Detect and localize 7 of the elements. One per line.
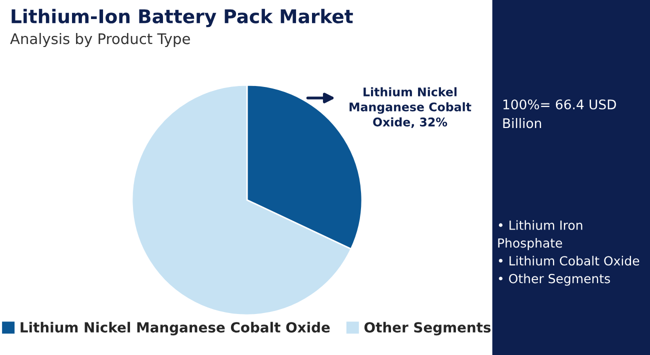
legend-label: Other Segments bbox=[364, 322, 491, 336]
legend-label: Lithium Nickel Manganese Cobalt Oxide bbox=[20, 322, 330, 336]
chart-subtitle: Analysis by Product Type bbox=[10, 32, 190, 48]
text: • Lithium Iron Phosphate • Lithium Cobalt Oxide • Other Segments bbox=[498, 220, 640, 286]
text: 100%= 66.4 USD Billion bbox=[503, 99, 616, 128]
chart-title: Lithium-Ion Battery Pack Market bbox=[12, 8, 353, 28]
text: Lithium Nickel Manganese Cobalt Oxide, 32% bbox=[350, 87, 472, 128]
